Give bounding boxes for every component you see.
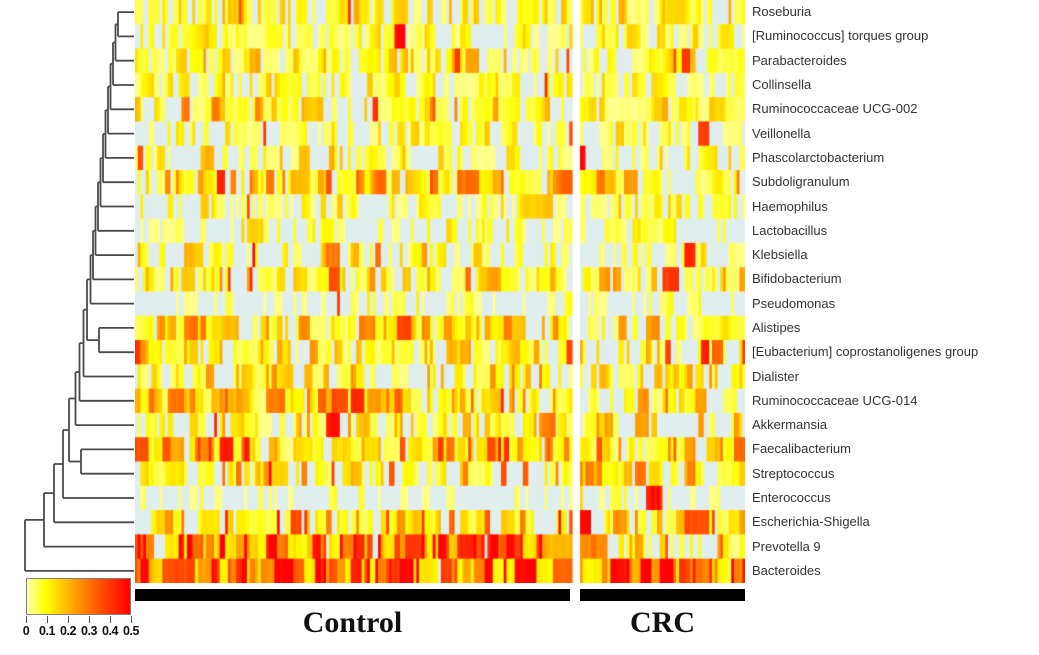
colorbar-tick <box>26 616 27 623</box>
colorbar-tick-label: 0 <box>22 624 30 638</box>
heatmap <box>135 0 745 583</box>
row-label: Haemophilus <box>752 198 828 214</box>
row-label: Escherichia-Shigella <box>752 514 870 530</box>
group-label-crc: CRC <box>630 606 695 639</box>
colorbar-tick-label: 0.1 <box>39 624 55 638</box>
row-label: Veillonella <box>752 125 811 141</box>
row-label: Lactobacillus <box>752 222 828 238</box>
colorbar-gradient <box>26 578 131 615</box>
colorbar-tick-label: 0.3 <box>81 624 97 638</box>
row-label: Klebsiella <box>752 247 808 263</box>
colorbar-tick-label: 0.5 <box>123 624 139 638</box>
row-label: Bifidobacterium <box>752 271 842 287</box>
dendrogram-lines <box>24 11 134 572</box>
row-label: Streptococcus <box>752 465 835 481</box>
row-label: Parabacteroides <box>752 52 847 68</box>
row-label: [Eubacterium] coprostanoligenes group <box>752 344 979 360</box>
dendrogram <box>24 11 134 572</box>
colorbar-tick-label: 0.4 <box>102 624 118 638</box>
colorbar-tick <box>89 616 90 623</box>
colorbar-tick <box>47 616 48 623</box>
group-bar-crc <box>580 589 745 601</box>
row-label: Collinsella <box>752 77 812 92</box>
colorbar-tick-label: 0.2 <box>60 624 76 638</box>
row-label: Phascolarctobacterium <box>752 149 885 165</box>
group-label-control: Control <box>302 606 403 639</box>
row-label: Alistipes <box>752 319 801 335</box>
row-label: Faecalibacterium <box>752 441 851 457</box>
row-label: Ruminococcaceae UCG-014 <box>752 392 918 408</box>
group-bar-control <box>135 589 570 601</box>
row-label: Akkermansia <box>752 417 828 433</box>
row-label: [Ruminococcus] torques group <box>752 28 929 44</box>
colorbar-tick <box>131 616 132 623</box>
colorbar-tick <box>110 616 111 623</box>
row-label: Bacteroides <box>752 562 821 578</box>
row-label: Subdoligranulum <box>752 174 850 190</box>
colorbar-tick <box>68 616 69 623</box>
row-label: Ruminococcaceae UCG-002 <box>752 101 918 117</box>
row-label: Dialister <box>752 368 799 384</box>
row-label: Roseburia <box>752 4 812 20</box>
row-label: Prevotella 9 <box>752 538 821 554</box>
row-label: Enterococcus <box>752 490 831 505</box>
row-label: Pseudomonas <box>752 295 836 311</box>
